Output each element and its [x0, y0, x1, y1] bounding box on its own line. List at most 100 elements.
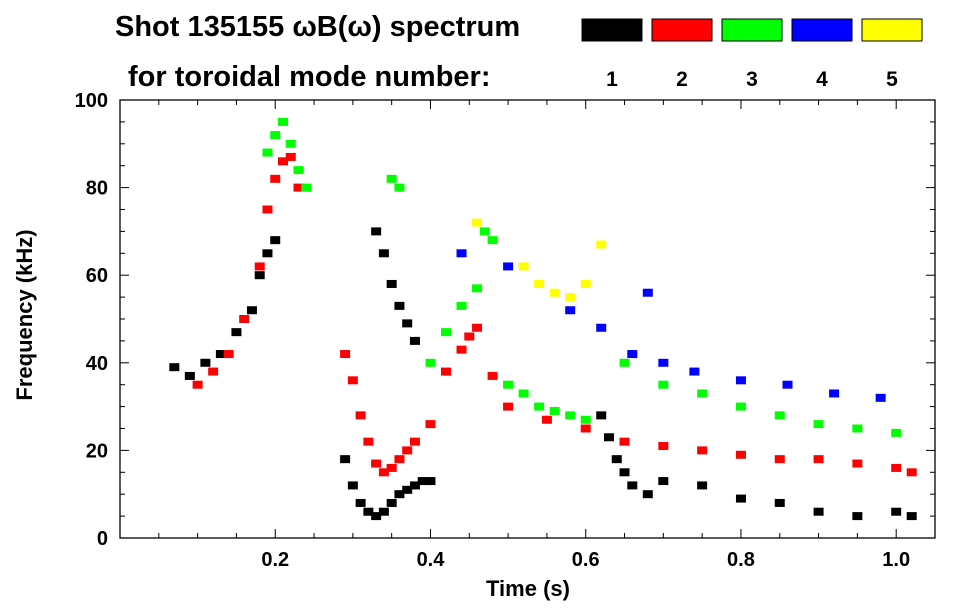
data-point-mode-1 — [852, 512, 863, 521]
data-point-mode-4 — [627, 350, 638, 359]
data-point-mode-1 — [386, 279, 397, 288]
plot-area — [169, 117, 917, 521]
data-point-mode-2 — [697, 446, 708, 455]
data-point-mode-3 — [565, 411, 576, 420]
data-point-mode-2 — [386, 463, 397, 472]
x-tick-label: 1.0 — [882, 549, 910, 571]
data-point-mode-1 — [270, 236, 281, 245]
data-point-mode-2 — [472, 323, 483, 332]
data-point-mode-2 — [278, 157, 288, 166]
data-point-mode-1 — [735, 494, 746, 503]
data-point-mode-5 — [534, 279, 545, 288]
data-point-mode-1 — [347, 481, 358, 490]
data-point-mode-2 — [262, 205, 273, 214]
data-point-mode-2 — [208, 367, 219, 376]
legend-label-mode-3: 3 — [746, 68, 758, 91]
data-point-mode-3 — [472, 284, 483, 293]
data-point-mode-2 — [503, 402, 514, 411]
legend: 1 2 3 4 5 — [581, 18, 923, 91]
data-point-mode-2 — [285, 152, 296, 161]
data-point-mode-4 — [735, 376, 746, 385]
data-point-mode-4 — [829, 389, 840, 398]
data-point-mode-3 — [518, 389, 529, 398]
data-point-mode-1 — [774, 498, 785, 507]
data-point-mode-2 — [906, 468, 917, 477]
data-point-mode-2 — [891, 463, 902, 472]
data-point-mode-3 — [386, 174, 397, 183]
data-point-mode-2 — [852, 459, 863, 468]
y-tick-label: 100 — [75, 90, 108, 112]
x-tick-label: 0.2 — [261, 549, 289, 571]
legend-swatch-mode-1 — [581, 18, 643, 42]
data-point-mode-2 — [270, 174, 281, 183]
legend-swatch-mode-4 — [791, 18, 853, 42]
data-point-mode-1 — [596, 411, 607, 420]
data-point-mode-1 — [215, 350, 226, 359]
data-point-mode-3 — [441, 328, 451, 337]
data-point-mode-2 — [441, 367, 451, 376]
legend-swatch-mode-2 — [651, 18, 713, 42]
data-point-mode-1 — [262, 249, 273, 258]
data-point-mode-3 — [813, 420, 824, 429]
data-point-mode-2 — [735, 450, 746, 459]
data-point-mode-1 — [658, 477, 669, 486]
axes: 0.2 0.4 0.6 0.8 1.0 0 20 40 60 80 100 — [75, 90, 935, 571]
data-point-mode-1 — [386, 498, 397, 507]
data-point-mode-1 — [200, 358, 211, 367]
data-point-mode-1 — [169, 363, 180, 372]
data-point-mode-3 — [425, 358, 436, 367]
y-tick-label: 20 — [86, 440, 108, 462]
data-point-mode-2 — [355, 411, 366, 420]
data-point-mode-2 — [456, 345, 467, 354]
data-point-mode-3 — [278, 117, 288, 126]
data-point-mode-2 — [254, 262, 265, 271]
y-tick-label: 0 — [97, 528, 108, 550]
data-point-mode-2 — [774, 455, 785, 464]
y-tick-label: 60 — [86, 265, 108, 287]
data-point-mode-3 — [301, 183, 312, 192]
data-point-mode-2 — [425, 420, 436, 429]
data-point-mode-1 — [409, 336, 420, 345]
legend-swatch-mode-5 — [861, 18, 923, 42]
data-point-mode-5 — [580, 279, 591, 288]
data-point-mode-1 — [394, 490, 405, 499]
x-tick-label: 0.8 — [727, 549, 755, 571]
y-tick-label: 40 — [86, 353, 108, 375]
data-point-mode-1 — [409, 481, 420, 490]
data-point-mode-4 — [642, 288, 653, 297]
data-point-mode-3 — [697, 389, 708, 398]
data-point-mode-3 — [394, 183, 405, 192]
data-point-mode-1 — [642, 490, 653, 499]
data-point-mode-2 — [340, 350, 351, 359]
y-tick-label: 80 — [86, 178, 108, 200]
data-point-mode-3 — [658, 380, 669, 389]
legend-label-mode-2: 2 — [676, 68, 688, 91]
data-point-mode-1 — [813, 507, 824, 516]
data-point-mode-3 — [270, 131, 281, 140]
data-point-mode-3 — [456, 301, 467, 310]
data-point-mode-3 — [503, 380, 514, 389]
data-point-mode-4 — [565, 306, 576, 315]
data-point-mode-3 — [735, 402, 746, 411]
data-point-mode-2 — [293, 183, 304, 192]
data-point-mode-1 — [246, 306, 257, 315]
data-point-mode-2 — [363, 437, 374, 446]
data-point-mode-4 — [456, 249, 467, 258]
data-point-mode-1 — [906, 512, 917, 521]
data-point-mode-1 — [231, 328, 242, 337]
data-point-mode-1 — [627, 481, 638, 490]
data-point-mode-1 — [355, 498, 366, 507]
data-point-mode-4 — [503, 262, 514, 271]
data-point-mode-3 — [293, 166, 304, 175]
data-point-mode-3 — [285, 139, 296, 148]
legend-label-mode-1: 1 — [606, 68, 618, 91]
data-point-mode-1 — [402, 485, 413, 494]
data-point-mode-4 — [689, 367, 700, 376]
data-point-mode-4 — [875, 393, 886, 402]
data-point-mode-1 — [371, 512, 382, 521]
data-point-mode-1 — [425, 477, 436, 486]
data-point-mode-5 — [518, 262, 529, 271]
data-point-mode-2 — [580, 424, 591, 433]
data-point-mode-1 — [417, 477, 428, 486]
